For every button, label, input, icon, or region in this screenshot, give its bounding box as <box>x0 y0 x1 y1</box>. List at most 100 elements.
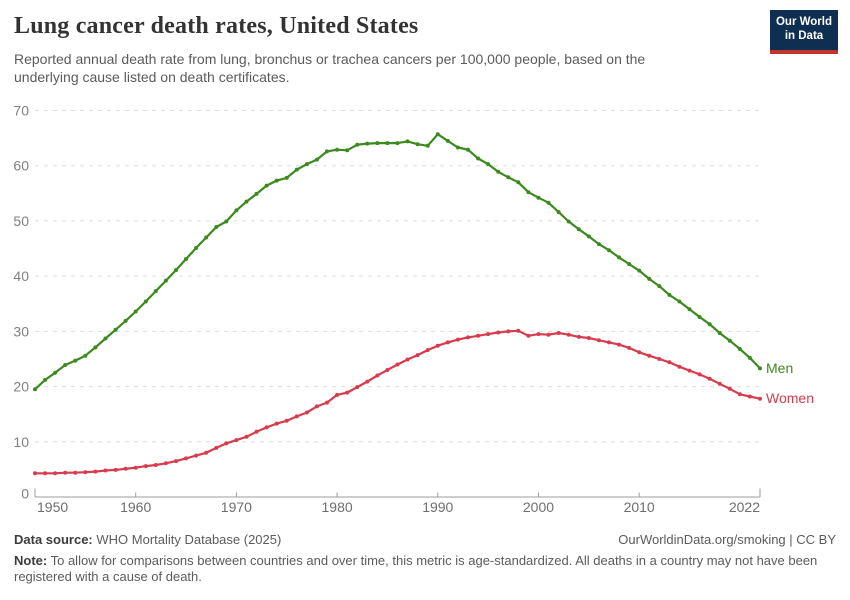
men-point-1977 <box>304 162 309 167</box>
chart-note: Note: To allow for comparisons between c… <box>14 553 836 586</box>
women-point-1985 <box>385 368 390 372</box>
women-point-2004 <box>576 334 581 339</box>
men-point-1992 <box>455 145 460 150</box>
women-point-1961 <box>143 464 148 469</box>
men-point-1987 <box>405 139 410 144</box>
men-point-1970 <box>234 208 239 213</box>
women-point-1953 <box>63 470 68 475</box>
women-point-1952 <box>53 471 58 476</box>
men-point-1961 <box>143 299 148 304</box>
women-point-1975 <box>284 418 289 423</box>
women-point-1991 <box>445 340 450 345</box>
x-tick-label-1960: 1960 <box>120 499 151 515</box>
men-series[interactable]: Men <box>33 132 793 392</box>
page-title: Lung cancer death rates, United States <box>14 13 419 39</box>
men-point-2008 <box>617 255 621 260</box>
women-point-1994 <box>476 333 481 338</box>
women-point-2009 <box>627 345 632 350</box>
women-point-2014 <box>677 364 682 369</box>
men-point-2009 <box>627 262 632 266</box>
owid-logo[interactable]: Our World in Data <box>770 10 838 54</box>
men-point-2001 <box>546 200 551 205</box>
men-point-1957 <box>103 336 108 341</box>
men-point-2014 <box>677 299 682 304</box>
y-tick-label-40: 40 <box>13 268 29 284</box>
men-point-1952 <box>53 370 58 375</box>
women-point-2003 <box>566 332 571 337</box>
men-point-1988 <box>415 142 420 147</box>
logo-line-2: in Data <box>784 30 824 42</box>
women-point-2002 <box>556 331 561 335</box>
women-point-1951 <box>43 471 48 476</box>
women-point-2021 <box>747 394 752 399</box>
men-point-2007 <box>607 248 611 253</box>
men-point-1975 <box>284 175 289 180</box>
women-point-1992 <box>455 337 460 342</box>
women-point-1962 <box>153 463 158 467</box>
women-point-2001 <box>546 332 551 337</box>
men-point-2019 <box>727 338 732 343</box>
men-point-1982 <box>355 142 360 147</box>
women-point-2012 <box>657 357 662 361</box>
y-tick-label-0: 0 <box>21 486 29 502</box>
men-point-1960 <box>133 309 138 314</box>
men-point-1994 <box>476 156 481 161</box>
men-point-1959 <box>123 318 128 323</box>
x-tick-label-1990: 1990 <box>422 499 453 515</box>
women-point-1983 <box>365 379 370 384</box>
women-point-1963 <box>163 461 168 466</box>
men-point-1980 <box>335 147 340 152</box>
women-point-1960 <box>133 465 138 470</box>
women-point-1977 <box>304 410 309 415</box>
men-point-2011 <box>647 276 652 281</box>
women-line[interactable] <box>33 329 762 475</box>
men-point-1984 <box>375 141 380 146</box>
men-point-1972 <box>254 191 259 196</box>
men-point-1981 <box>345 148 350 153</box>
women-point-1990 <box>435 343 440 348</box>
women-point-1959 <box>123 466 128 471</box>
women-point-1954 <box>73 470 78 475</box>
men-point-1954 <box>73 358 78 363</box>
x-tick-label-1980: 1980 <box>322 499 353 515</box>
women-point-2011 <box>647 353 652 358</box>
men-point-1958 <box>113 327 118 332</box>
men-point-2022 <box>758 366 762 371</box>
women-point-1958 <box>113 467 118 472</box>
women-point-1997 <box>506 329 511 334</box>
attribution-link[interactable]: OurWorldinData.org/smoking | CC BY <box>618 532 836 547</box>
data-source: Data source: WHO Mortality Database (202… <box>14 532 281 547</box>
men-line[interactable] <box>33 133 762 391</box>
women-point-2007 <box>607 340 611 345</box>
women-point-1971 <box>244 434 249 439</box>
men-point-1991 <box>445 138 450 143</box>
men-point-2021 <box>747 355 752 360</box>
men-point-1964 <box>174 268 178 273</box>
men-point-1979 <box>325 149 329 154</box>
men-point-2013 <box>667 292 672 297</box>
women-point-1999 <box>526 333 531 338</box>
women-point-1968 <box>214 445 219 450</box>
women-point-1974 <box>274 421 279 426</box>
women-series-label[interactable]: Women <box>766 390 814 406</box>
men-point-2005 <box>586 234 591 239</box>
y-tick-label-10: 10 <box>13 434 29 450</box>
men-point-1955 <box>83 353 88 358</box>
men-point-2003 <box>566 219 571 224</box>
women-series[interactable]: Women <box>33 328 814 476</box>
women-point-1981 <box>345 390 350 395</box>
women-point-1998 <box>516 328 521 333</box>
men-point-1965 <box>184 257 188 261</box>
men-point-1950 <box>33 387 37 392</box>
women-point-1986 <box>395 362 400 367</box>
y-tick-label-60: 60 <box>13 158 29 174</box>
men-point-1983 <box>365 141 370 146</box>
x-tick-label-2010: 2010 <box>624 499 655 515</box>
x-tick-label-2022: 2022 <box>729 499 760 515</box>
men-series-label[interactable]: Men <box>766 360 793 376</box>
men-point-1996 <box>496 169 501 174</box>
men-point-1990 <box>435 132 440 137</box>
men-point-1966 <box>194 246 199 250</box>
